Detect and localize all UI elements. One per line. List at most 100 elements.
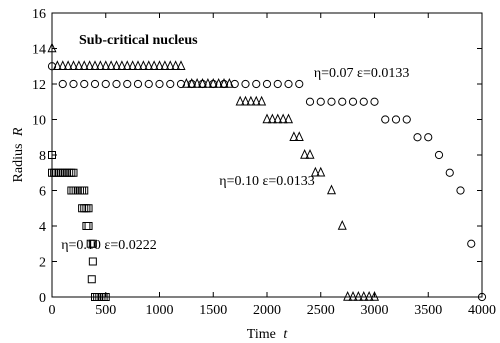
circle-point: [252, 79, 261, 89]
circle-point: [241, 79, 250, 89]
triangle-point: [133, 60, 143, 70]
y-axis-ticks: 0 2 4 6 8 10 12 14 16: [32, 7, 482, 306]
y-tick-label: 4: [39, 220, 46, 235]
triangle-point: [235, 95, 245, 106]
square-point: [82, 204, 91, 213]
triangle-point: [85, 60, 95, 70]
square-point: [84, 204, 93, 213]
circle-point: [295, 79, 304, 89]
triangle-point: [369, 291, 380, 301]
x-tick-label: 3500: [414, 303, 442, 318]
circle-point: [80, 79, 89, 89]
triangle-point: [74, 60, 84, 70]
circle-point: [467, 239, 476, 248]
circle-point: [413, 133, 422, 142]
x-axis-label: Time t: [247, 327, 289, 342]
triangle-point: [257, 95, 267, 106]
y-axis-label: Radius R: [11, 127, 26, 182]
triangle-point: [305, 149, 315, 159]
triangle-point: [138, 60, 148, 70]
circle-point: [338, 97, 347, 106]
triangle-point: [58, 60, 68, 70]
y-tick-label: 0: [39, 291, 46, 306]
triangle-point: [63, 60, 73, 70]
triangle-point: [144, 60, 154, 70]
series-annotation: η=0.07 ε=0.0133: [314, 66, 410, 81]
triangle-point: [359, 291, 369, 301]
circle-point: [370, 97, 379, 106]
y-tick-label: 8: [39, 149, 46, 164]
x-tick-label: 0: [49, 303, 56, 318]
circle-point: [445, 168, 454, 177]
square-point: [78, 204, 87, 213]
x-tick-label: 1000: [146, 303, 174, 318]
y-tick-label: 6: [39, 185, 46, 200]
triangle-point: [52, 60, 62, 70]
triangle-point: [203, 78, 213, 88]
square-point: [101, 293, 110, 301]
triangle-point: [224, 78, 234, 88]
plot-frame: [51, 12, 483, 298]
circle-point: [101, 79, 110, 89]
triangle-point: [117, 60, 127, 70]
triangle-point: [246, 95, 256, 106]
triangle-point: [160, 60, 170, 70]
circle-point: [359, 97, 368, 106]
triangle-point: [353, 291, 363, 301]
square-point: [84, 222, 93, 230]
y-axis-label-text: Radius: [11, 144, 26, 183]
triangle-point: [90, 60, 100, 70]
triangle-point: [106, 60, 116, 70]
data-marks: [47, 42, 487, 302]
x-tick-label: 2000: [253, 303, 281, 318]
circle-point: [133, 79, 143, 89]
triangle-point: [337, 220, 347, 230]
circle-point: [273, 79, 282, 89]
triangle-point: [273, 113, 283, 124]
triangle-point: [171, 60, 181, 70]
triangle-point: [181, 78, 191, 88]
circle-point: [176, 79, 186, 89]
circle-point: [381, 115, 390, 124]
triangle-point: [208, 78, 218, 88]
square-point: [69, 168, 78, 177]
square-point: [67, 186, 76, 195]
triangle-point: [283, 113, 294, 124]
square-point: [88, 239, 97, 248]
x-axis-label-var: t: [283, 327, 288, 342]
circle-point: [262, 79, 272, 89]
x-axis-label-text: Time: [247, 327, 276, 342]
series-annotation: η=0.10 ε=0.0222: [61, 238, 157, 253]
triangle-point: [197, 78, 208, 88]
triangle-point: [294, 131, 304, 141]
circle-point: [69, 79, 78, 89]
circle-point: [424, 133, 433, 142]
triangle-point: [111, 60, 122, 70]
circle-point: [284, 79, 293, 89]
circle-point: [58, 79, 67, 89]
triangle-point: [219, 78, 229, 88]
triangle-point: [300, 149, 310, 159]
square-point: [80, 186, 89, 195]
circle-point: [230, 79, 239, 89]
circle-point: [348, 97, 358, 106]
y-tick-label: 14: [32, 43, 46, 58]
circle-point: [155, 79, 164, 89]
circle-point: [90, 79, 100, 89]
y-tick-label: 10: [32, 114, 46, 129]
triangle-point: [251, 95, 261, 106]
y-tick-label: 2: [39, 256, 46, 271]
circle-point: [316, 97, 325, 106]
x-tick-label: 1500: [199, 303, 227, 318]
square-point: [80, 204, 89, 213]
square-point: [48, 151, 56, 159]
triangle-point: [278, 113, 288, 124]
triangle-point: [343, 291, 353, 301]
circle-point: [391, 115, 401, 124]
y-axis-label-var: R: [11, 127, 26, 137]
x-axis-ticks: 0 500 1000 1500 2000 2500 3000 3500 4000: [49, 13, 496, 318]
triangle-point: [47, 42, 57, 53]
triangle-point: [326, 184, 337, 195]
triangle-point: [348, 291, 358, 301]
